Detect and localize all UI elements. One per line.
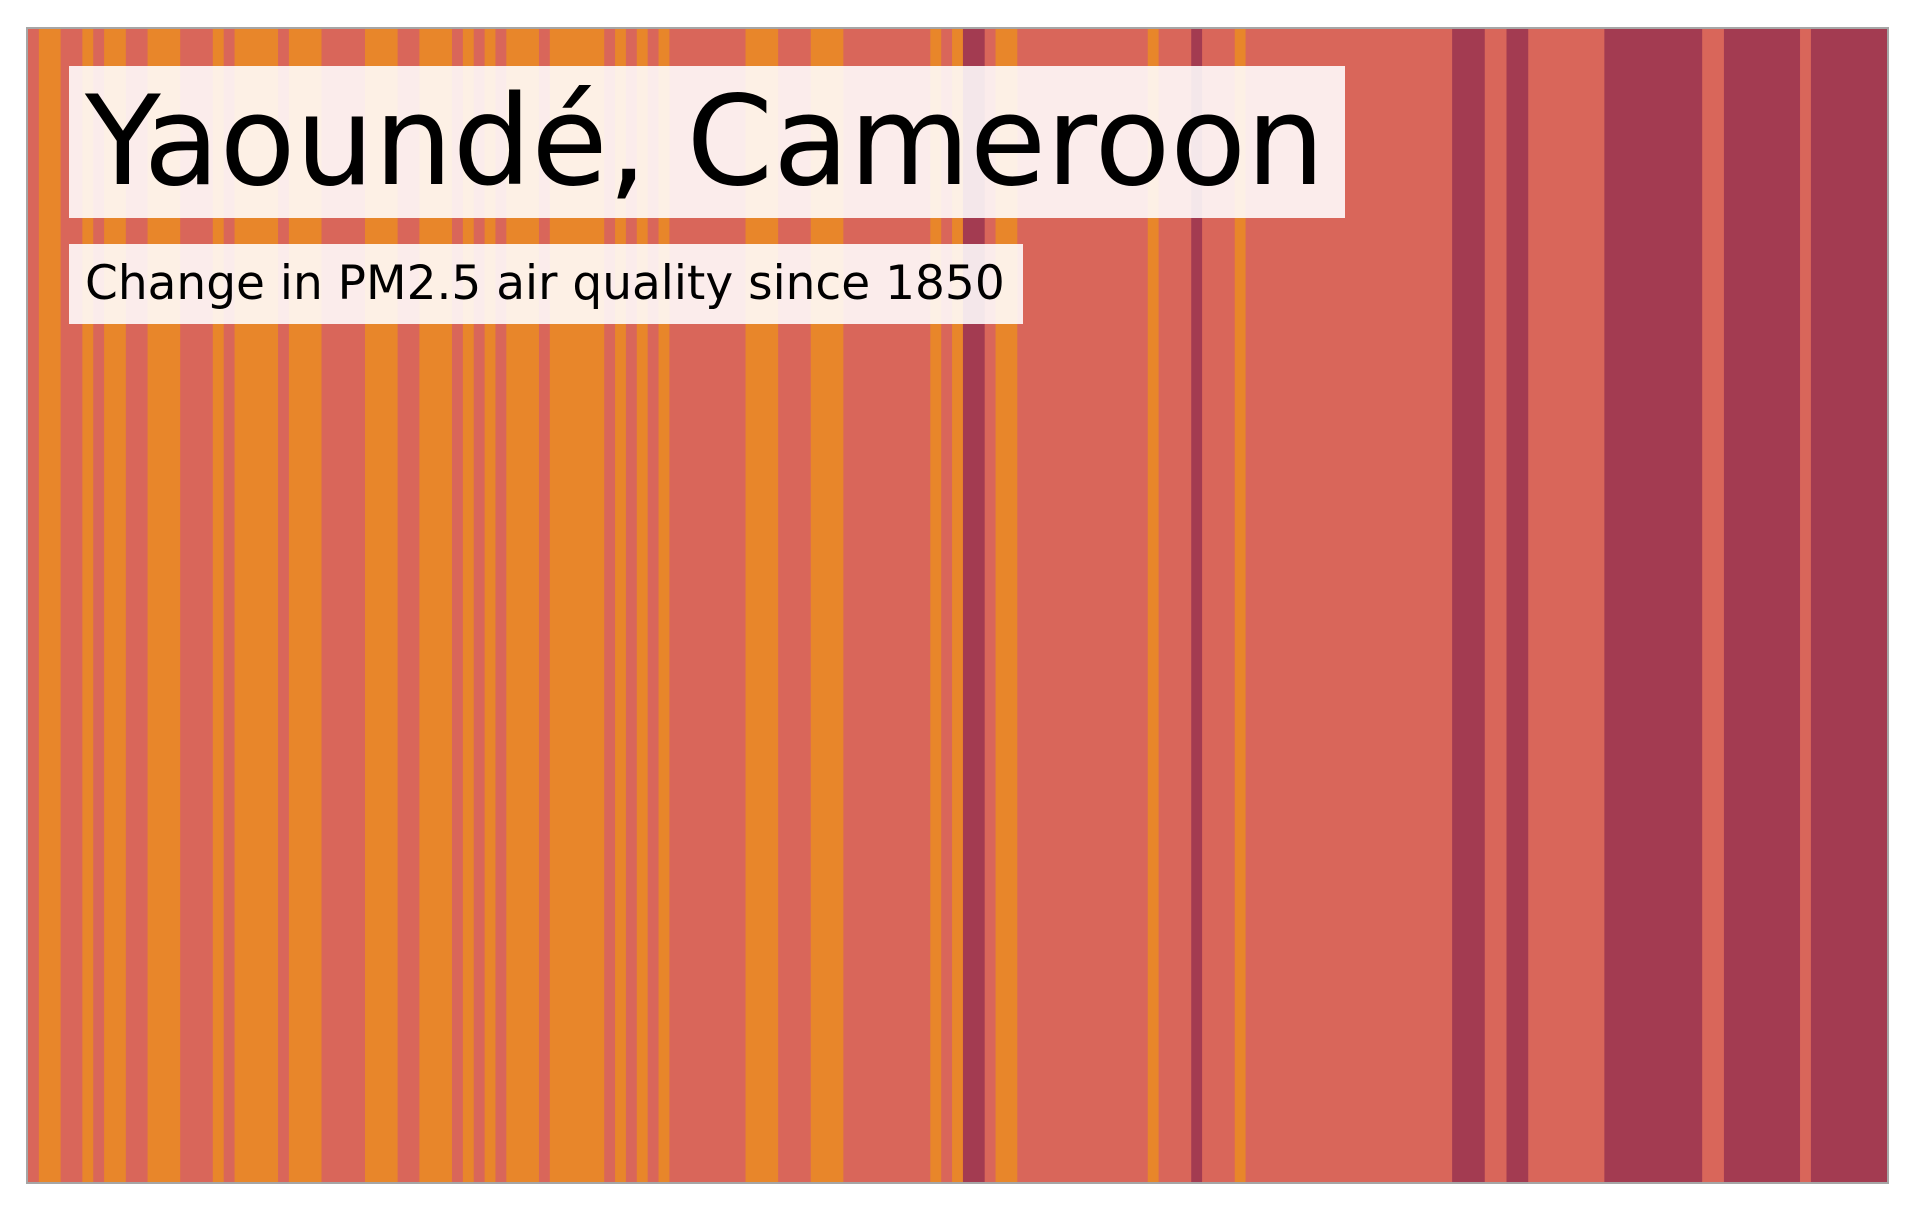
stripe-high-1986 bbox=[1506, 29, 1529, 1182]
stripe-low-1869 bbox=[234, 29, 279, 1182]
stripe-low-1953 bbox=[1147, 29, 1160, 1182]
stripe-mid-1891 bbox=[473, 29, 486, 1182]
stripe-mid-1984 bbox=[1484, 29, 1508, 1182]
stripe-mid-1988 bbox=[1528, 29, 1605, 1182]
stripe-mid-1909 bbox=[669, 29, 747, 1182]
stripe-mid-1954 bbox=[1158, 29, 1192, 1182]
stripe-high-1995 bbox=[1604, 29, 1703, 1182]
stripe-low-1894 bbox=[506, 29, 540, 1182]
stripe-mid-1893 bbox=[495, 29, 507, 1182]
stripe-mid-1905 bbox=[625, 29, 638, 1182]
stripe-mid-1877 bbox=[321, 29, 366, 1182]
stripe-mid-1897 bbox=[538, 29, 551, 1182]
stripe-low-1961 bbox=[1234, 29, 1247, 1182]
chart-subtitle: Change in PM2.5 air quality since 1850 bbox=[69, 244, 1023, 324]
stripe-mid-1925 bbox=[843, 29, 931, 1182]
stripe-mid-1919 bbox=[778, 29, 812, 1182]
stripe-mid-1962 bbox=[1245, 29, 1453, 1182]
stripe-high-2014 bbox=[1810, 29, 1887, 1182]
stripe-mid-2004 bbox=[1702, 29, 1725, 1182]
stripe-low-1886 bbox=[419, 29, 453, 1182]
stripe-low-1935 bbox=[952, 29, 964, 1182]
chart-title: Yaoundé, Cameroon bbox=[69, 66, 1345, 218]
stripe-mid-1868 bbox=[223, 29, 236, 1182]
stripe-low-1851 bbox=[38, 29, 62, 1182]
stripe-mid-1850 bbox=[28, 29, 40, 1182]
stripe-low-1892 bbox=[484, 29, 497, 1182]
stripe-low-1867 bbox=[212, 29, 225, 1182]
stripe-low-1890 bbox=[462, 29, 475, 1182]
stripe-low-1906 bbox=[636, 29, 649, 1182]
stripe-mid-2013 bbox=[1800, 29, 1812, 1182]
warming-stripes-chart: Yaoundé, Cameroon Change in PM2.5 air qu… bbox=[26, 27, 1889, 1184]
stripe-low-1933 bbox=[930, 29, 942, 1182]
stripe-mid-1864 bbox=[180, 29, 214, 1182]
stripe-mid-1941 bbox=[1017, 29, 1149, 1182]
stripe-mid-1873 bbox=[278, 29, 290, 1182]
stripe-mid-1938 bbox=[984, 29, 997, 1182]
stripe-high-1981 bbox=[1452, 29, 1486, 1182]
stripe-low-1916 bbox=[745, 29, 779, 1182]
stripe-low-1874 bbox=[288, 29, 323, 1182]
stripe-high-2006 bbox=[1723, 29, 1801, 1182]
stripe-low-1855 bbox=[82, 29, 94, 1182]
stripe-mid-1958 bbox=[1202, 29, 1236, 1182]
stripe-low-1908 bbox=[658, 29, 671, 1182]
stripe-mid-1889 bbox=[451, 29, 464, 1182]
stripe-low-1898 bbox=[549, 29, 605, 1182]
stripe-low-1904 bbox=[615, 29, 627, 1182]
stripe-low-1861 bbox=[147, 29, 181, 1182]
stripe-high-1957 bbox=[1191, 29, 1203, 1182]
stripe-low-1922 bbox=[810, 29, 844, 1182]
stripe-mid-1903 bbox=[604, 29, 616, 1182]
stripe-mid-1934 bbox=[941, 29, 953, 1182]
stripe-mid-1856 bbox=[93, 29, 105, 1182]
stripe-low-1881 bbox=[365, 29, 399, 1182]
stripe-mid-1907 bbox=[647, 29, 660, 1182]
